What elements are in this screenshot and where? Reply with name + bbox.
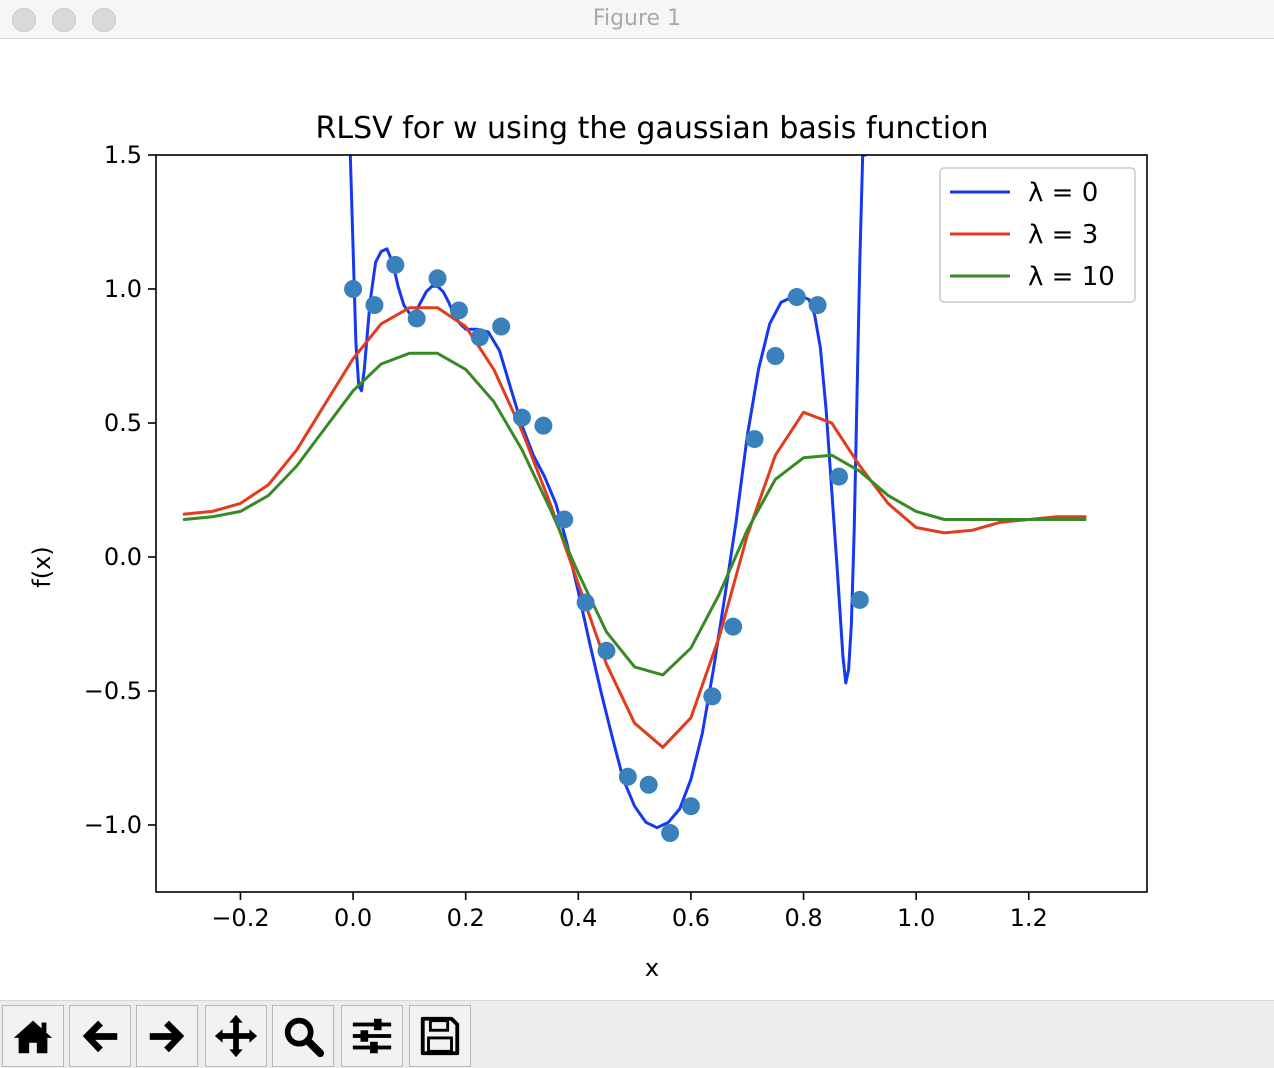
- data-point: [534, 416, 553, 435]
- zoom-window-button[interactable]: [92, 8, 116, 32]
- data-point: [787, 288, 806, 307]
- data-point: [365, 296, 384, 315]
- data-point: [597, 641, 616, 660]
- data-point: [681, 797, 700, 816]
- data-point: [344, 280, 363, 298]
- minimize-window-button[interactable]: [52, 8, 76, 32]
- data-point: [428, 269, 447, 288]
- figure-canvas[interactable]: RLSV for w using the gaussian basis func…: [0, 40, 1274, 1000]
- data-point: [724, 617, 743, 636]
- data-point: [555, 510, 574, 529]
- x-tick-label: 0.8: [784, 904, 822, 932]
- legend: λ = 0 λ = 3 λ = 10: [939, 167, 1136, 303]
- y-tick-label: 1.5: [104, 141, 142, 169]
- data-point: [576, 593, 595, 612]
- forward-button[interactable]: [136, 1005, 198, 1067]
- x-tick-label: 0.6: [672, 904, 710, 932]
- navigation-toolbar: [0, 1000, 1274, 1068]
- zoom-button[interactable]: [272, 1005, 334, 1067]
- home-button[interactable]: [2, 1005, 64, 1067]
- close-window-button[interactable]: [12, 8, 36, 32]
- legend-label: λ = 0: [1028, 178, 1098, 208]
- window-titlebar: Figure 1: [0, 0, 1274, 39]
- x-tick-label: 1.2: [1010, 904, 1048, 932]
- data-point: [386, 255, 405, 274]
- data-point: [407, 309, 426, 328]
- legend-label: λ = 3: [1028, 220, 1098, 250]
- data-point: [470, 328, 489, 347]
- data-point: [766, 347, 785, 365]
- data-point: [808, 296, 827, 315]
- back-button[interactable]: [69, 1005, 131, 1067]
- plot-frame: [155, 154, 1148, 893]
- y-tick-label: −0.5: [84, 677, 142, 705]
- home-icon: [13, 1020, 53, 1054]
- data-point: [830, 467, 849, 486]
- save-button[interactable]: [409, 1005, 471, 1067]
- arrow-right-icon: [149, 1020, 185, 1053]
- series-line-1: [182, 306, 1087, 749]
- pan-button[interactable]: [205, 1005, 267, 1067]
- data-point: [703, 687, 722, 706]
- series-line-0: [348, 155, 867, 830]
- x-tick-label: −0.2: [211, 904, 269, 932]
- y-axis-label: f(x): [28, 546, 56, 587]
- x-tick-label: 0.4: [559, 904, 597, 932]
- series-line-2: [182, 351, 1087, 677]
- y-tick-label: 0.0: [104, 543, 142, 571]
- y-tick-label: 1.0: [104, 275, 142, 303]
- data-point: [449, 301, 468, 320]
- y-tick-label: −1.0: [84, 811, 142, 839]
- x-tick-label: 0.2: [447, 904, 485, 932]
- x-tick-label: 1.0: [897, 904, 935, 932]
- sliders-icon: [352, 1018, 392, 1054]
- data-point: [492, 317, 511, 336]
- magnifier-icon: [284, 1017, 325, 1058]
- x-axis-label: x: [645, 954, 659, 982]
- y-tick-label: 0.5: [104, 409, 142, 437]
- window-title: Figure 1: [592, 6, 682, 31]
- data-point: [639, 775, 658, 794]
- data-point: [850, 590, 869, 609]
- floppy-disk-icon: [420, 1016, 460, 1056]
- data-point: [618, 767, 637, 786]
- data-point: [745, 430, 764, 449]
- legend-box: [939, 167, 1136, 303]
- move-icon: [214, 1014, 258, 1058]
- chart-title: RLSV for w using the gaussian basis func…: [316, 111, 989, 146]
- data-point: [512, 408, 531, 427]
- arrow-left-icon: [82, 1020, 118, 1053]
- data-point: [661, 824, 680, 843]
- x-tick-label: 0.0: [334, 904, 372, 932]
- configure-subplots-button[interactable]: [341, 1005, 403, 1067]
- legend-label: λ = 10: [1028, 262, 1115, 292]
